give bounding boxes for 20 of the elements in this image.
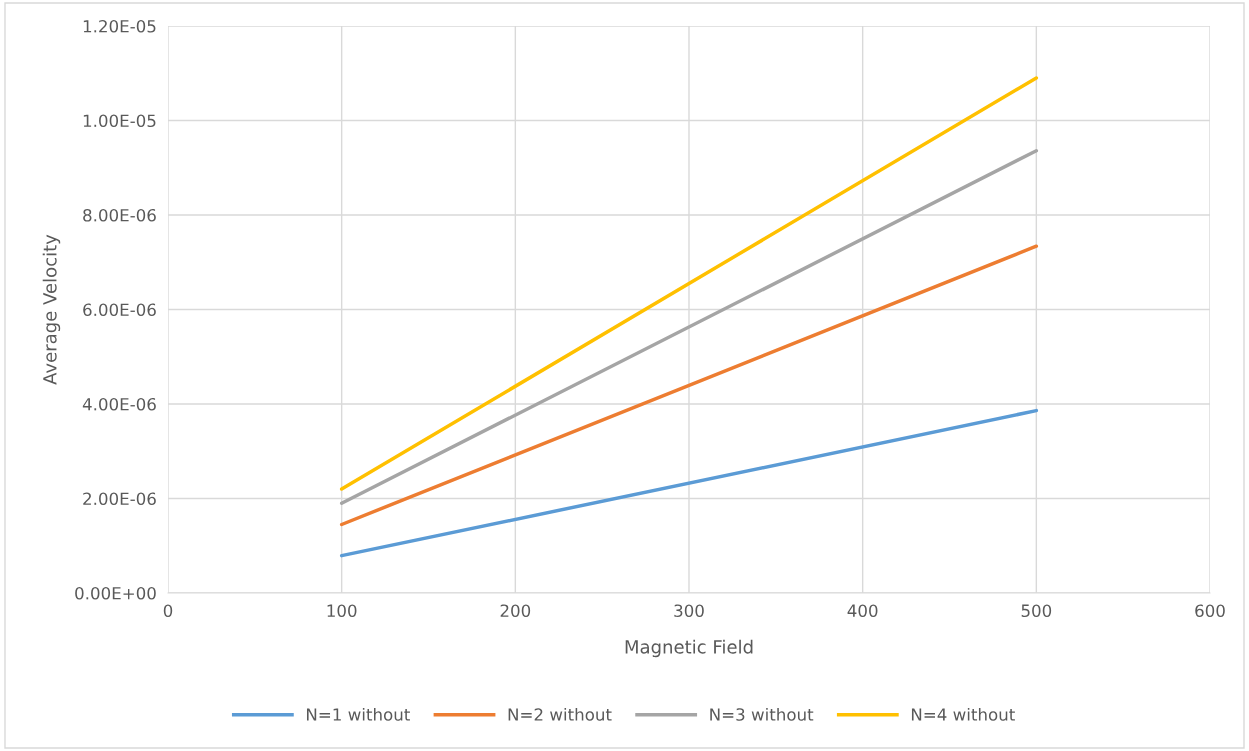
y-tick-label: 2.00E-06 <box>83 492 156 506</box>
y-tick-label: 4.00E-06 <box>82 397 156 411</box>
y-tick-label: 0.00E+00 <box>75 586 156 600</box>
x-tick-label: 300 <box>674 604 704 618</box>
x-tick-label: 200 <box>500 604 531 618</box>
x-tick-label: 0 <box>163 604 173 618</box>
legend-label: N=3 without <box>710 707 814 721</box>
legend-label: N=1 without <box>306 707 410 721</box>
y-axis-title: Average Velocity <box>42 234 61 385</box>
x-tick-label: 100 <box>327 604 357 618</box>
legend-label: N=4 without <box>911 707 1015 721</box>
x-tick-label: 600 <box>1195 604 1225 618</box>
y-tick-label: 8.00E-06 <box>83 208 156 222</box>
x-axis-title: Magnetic Field <box>625 639 753 658</box>
x-tick-label: 400 <box>847 604 878 618</box>
y-tick-label: 1.00E-05 <box>83 114 156 128</box>
legend-label: N=2 without <box>508 707 612 721</box>
x-tick-label: 500 <box>1021 604 1052 618</box>
y-tick-label: 1.20E-05 <box>83 19 156 33</box>
y-tick-label: 6.00E-06 <box>83 303 156 317</box>
